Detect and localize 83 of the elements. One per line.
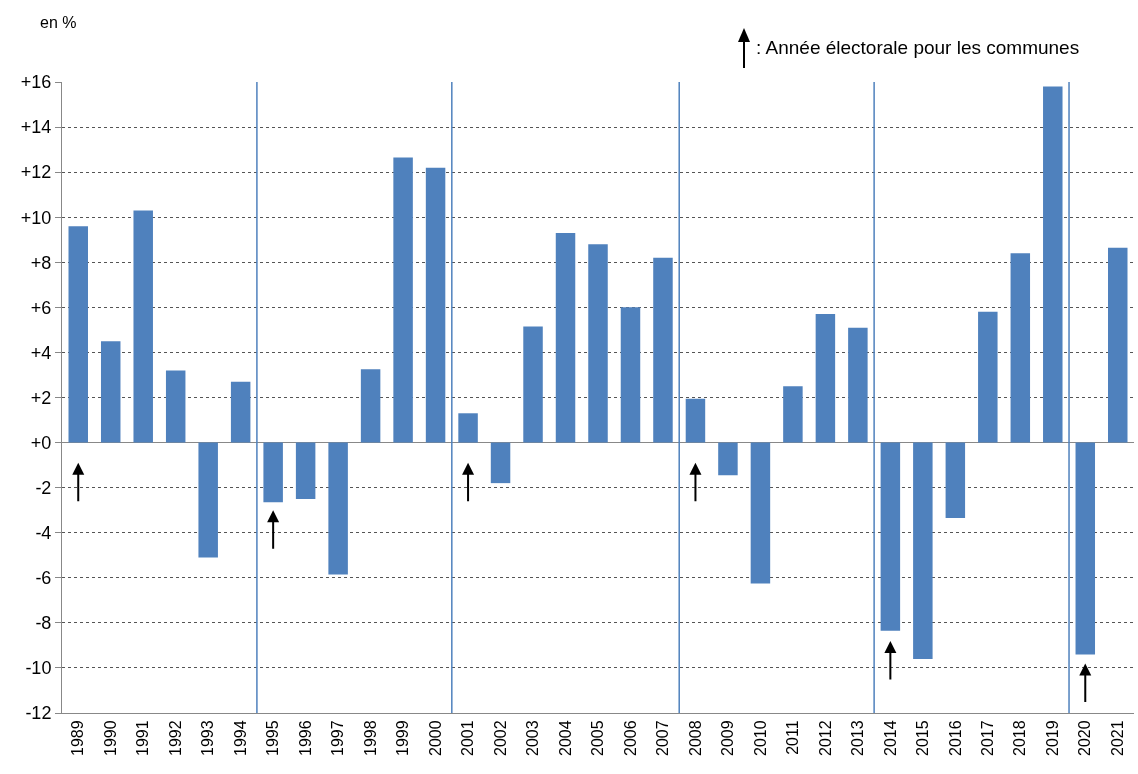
bar	[1010, 253, 1031, 443]
x-tick-label: 2005	[589, 720, 607, 756]
x-tick-label: 2009	[719, 720, 737, 756]
bar	[783, 386, 803, 443]
y-tick-label: +10	[20, 207, 52, 228]
bar	[133, 210, 153, 443]
x-tick-label: 2010	[751, 720, 769, 756]
x-tick-label: 1989	[69, 720, 87, 756]
bar	[913, 442, 933, 659]
x-tick-label: 2000	[426, 720, 444, 756]
x-tick-label: 2019	[1043, 720, 1061, 756]
x-tick-label: 2021	[1108, 720, 1126, 756]
bar	[1075, 442, 1096, 655]
y-tick-label: +2	[30, 387, 52, 408]
y-tick-label: -4	[35, 523, 52, 544]
y-tick-label: +12	[20, 162, 52, 183]
bar	[328, 442, 348, 575]
bar	[100, 341, 121, 443]
y-tick-label: -2	[35, 477, 52, 498]
bar	[198, 442, 218, 558]
y-tick-label: -6	[35, 568, 52, 589]
bar	[165, 370, 186, 443]
bar	[425, 167, 446, 443]
y-tick-label: +16	[20, 72, 52, 93]
x-tick-label: 2015	[914, 720, 932, 756]
x-tick-label: 2008	[686, 720, 704, 756]
x-tick-label: 1993	[199, 720, 217, 756]
bar	[360, 369, 381, 443]
bar	[588, 244, 608, 443]
x-tick-label: 1996	[296, 720, 314, 756]
x-tick-label: 2014	[881, 720, 899, 756]
bar	[490, 442, 511, 484]
bar	[458, 413, 478, 443]
bar	[263, 442, 283, 503]
x-tick-label: 2003	[524, 720, 542, 756]
bar	[880, 442, 901, 631]
x-tick-label: 2018	[1011, 720, 1029, 756]
y-tick-label: -8	[35, 613, 52, 634]
x-tick-label: 1991	[134, 720, 152, 756]
x-tick-label: 2020	[1076, 720, 1094, 756]
bar	[685, 398, 706, 443]
x-tick-label: 1997	[329, 720, 347, 756]
bar	[1108, 247, 1128, 443]
x-tick-label: 2004	[556, 720, 574, 756]
y-tick-label: +14	[20, 117, 52, 138]
y-tick-label: +6	[30, 297, 52, 318]
bar	[393, 157, 413, 443]
bar	[230, 381, 251, 443]
y-tick-label: -12	[25, 703, 52, 724]
x-tick-label: 2013	[849, 720, 867, 756]
bar	[848, 327, 868, 443]
y-tick-label: +8	[30, 252, 52, 273]
bar	[718, 442, 738, 476]
bar	[295, 442, 316, 499]
bar	[653, 257, 673, 443]
bar	[750, 442, 771, 584]
x-tick-label: 2011	[784, 720, 802, 755]
x-tick-label: 2001	[459, 720, 477, 756]
x-tick-label: 1992	[166, 720, 184, 756]
x-tick-label: 2016	[946, 720, 964, 756]
bar	[945, 442, 966, 519]
x-tick-label: 1995	[264, 720, 282, 756]
bar	[68, 226, 88, 443]
bar	[523, 326, 543, 443]
bar	[1043, 86, 1063, 443]
x-tick-label: 2002	[491, 720, 509, 756]
x-tick-label: 2006	[621, 720, 639, 756]
text: : Année électorale pour les communes	[756, 37, 1080, 59]
x-tick-label: 2017	[979, 720, 997, 756]
y-tick-label: +0	[30, 432, 52, 453]
y-tick-label: +4	[30, 342, 52, 363]
x-tick-label: 1998	[361, 720, 379, 756]
bar	[815, 314, 836, 443]
bar	[620, 307, 641, 443]
x-tick-label: 1999	[394, 720, 412, 756]
x-tick-label: 2012	[816, 720, 834, 756]
bar	[978, 311, 998, 443]
y-tick-label: -10	[25, 658, 52, 679]
y-axis-title: en %	[40, 14, 77, 32]
bar	[555, 232, 576, 443]
x-tick-label: 1994	[231, 720, 249, 756]
x-tick-label: 1990	[101, 720, 119, 756]
x-tick-label: 2007	[654, 720, 672, 756]
